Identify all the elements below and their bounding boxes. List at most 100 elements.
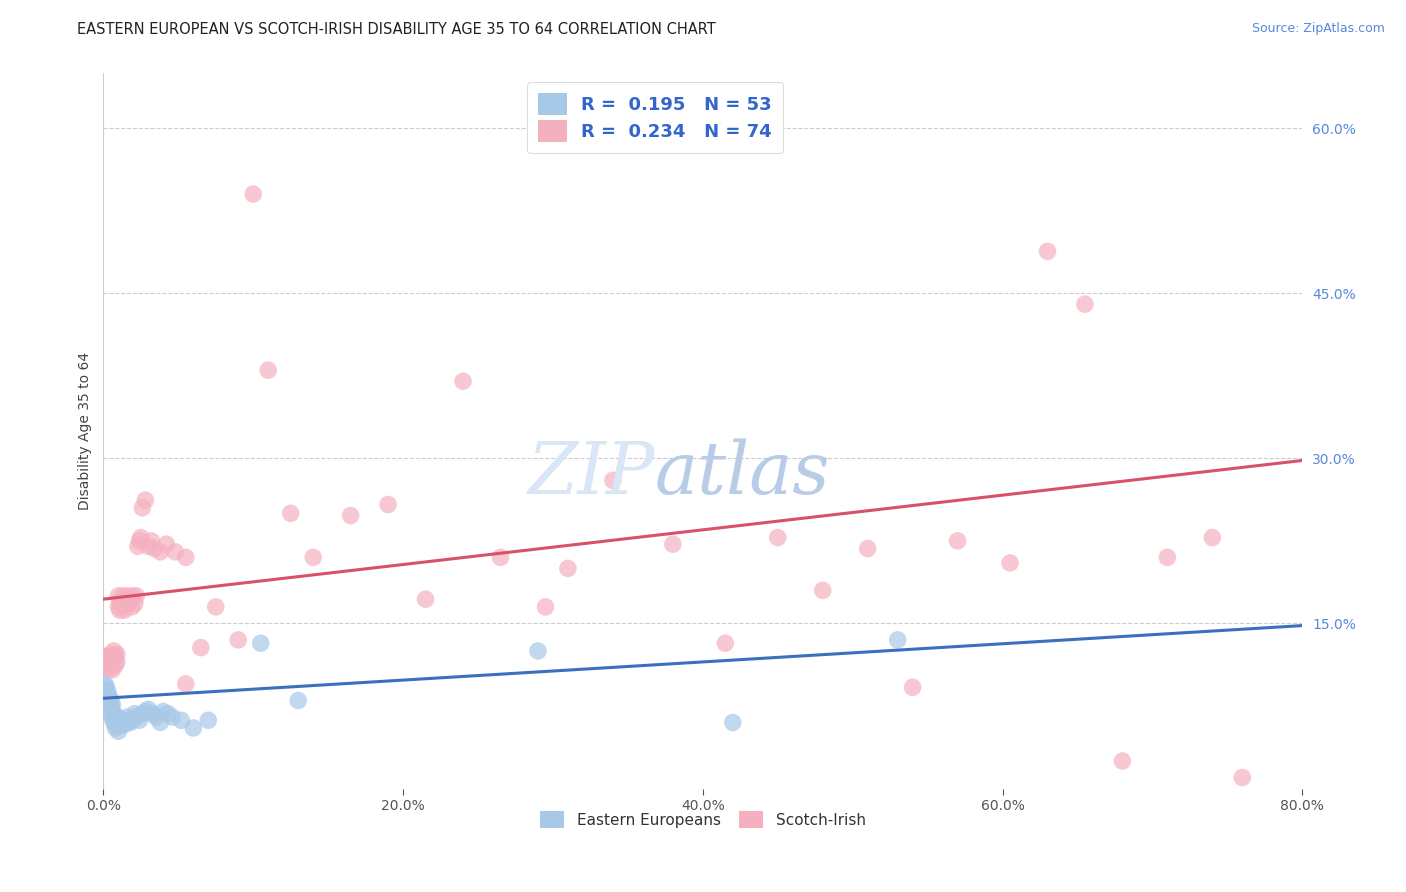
Point (1201, 531, 1223, 545)
Text: EASTERN EUROPEAN VS SCOTCH-IRISH DISABILITY AGE 35 TO 64 CORRELATION CHART: EASTERN EUROPEAN VS SCOTCH-IRISH DISABIL… (77, 22, 716, 37)
Point (249, 636, 271, 650)
Point (377, 498, 399, 512)
Point (105, 710, 128, 724)
Point (143, 541, 166, 556)
Point (108, 603, 131, 617)
Point (105, 717, 128, 731)
Point (152, 705, 174, 719)
Point (122, 589, 145, 603)
Point (287, 693, 309, 707)
Point (998, 556, 1021, 570)
Point (124, 706, 146, 721)
Point (108, 719, 131, 733)
Point (98, 658, 121, 673)
Point (96, 649, 118, 664)
Point (100, 693, 122, 707)
Point (557, 561, 579, 575)
Point (103, 706, 125, 721)
Point (101, 712, 124, 726)
Point (100, 706, 122, 721)
Point (97, 651, 120, 665)
Point (170, 713, 193, 727)
Point (134, 493, 156, 508)
Point (766, 531, 789, 545)
Point (115, 715, 138, 730)
Point (97, 698, 120, 713)
Point (190, 640, 212, 655)
Point (534, 599, 557, 614)
Point (97, 684, 120, 698)
Point (1232, 771, 1254, 785)
Point (96, 693, 118, 707)
Point (415, 592, 437, 607)
Point (155, 537, 177, 551)
Point (602, 473, 624, 487)
Point (103, 715, 125, 730)
Point (856, 541, 879, 556)
Point (100, 655, 122, 669)
Point (117, 589, 139, 603)
Point (165, 545, 187, 559)
Point (96, 680, 118, 694)
Point (149, 545, 172, 559)
Point (125, 710, 148, 724)
Point (1111, 754, 1133, 768)
Point (129, 531, 152, 545)
Point (901, 680, 924, 694)
Point (131, 706, 153, 721)
Point (94, 660, 117, 674)
Point (141, 533, 163, 548)
Point (104, 649, 127, 664)
Y-axis label: Disability Age 35 to 64: Disability Age 35 to 64 (79, 351, 93, 510)
Point (811, 583, 834, 598)
Point (946, 533, 969, 548)
Point (142, 706, 165, 721)
Point (104, 712, 127, 726)
Point (339, 508, 361, 523)
Text: atlas: atlas (655, 439, 831, 509)
Point (107, 724, 129, 739)
Point (110, 597, 132, 611)
Point (280, 506, 302, 520)
Point (714, 636, 737, 650)
Point (101, 663, 124, 677)
Point (527, 644, 550, 658)
Point (721, 715, 744, 730)
Point (1156, 550, 1178, 565)
Point (451, 374, 474, 388)
Point (226, 632, 249, 647)
Point (96, 688, 118, 702)
Point (145, 710, 167, 724)
Point (121, 599, 143, 614)
Legend: Eastern Europeans, Scotch-Irish: Eastern Europeans, Scotch-Irish (534, 805, 872, 835)
Point (197, 713, 219, 727)
Point (94, 677, 117, 691)
Text: Source: ZipAtlas.com: Source: ZipAtlas.com (1251, 22, 1385, 36)
Point (138, 539, 160, 553)
Point (101, 698, 124, 712)
Point (97, 691, 120, 706)
Point (128, 533, 150, 548)
Point (127, 539, 149, 553)
Point (128, 713, 150, 727)
Point (100, 698, 122, 713)
Point (156, 706, 179, 721)
Point (107, 715, 129, 730)
Point (1074, 297, 1097, 311)
Point (101, 705, 124, 719)
Point (98, 702, 121, 716)
Point (104, 658, 127, 673)
Point (134, 705, 156, 719)
Point (886, 632, 908, 647)
Point (117, 710, 139, 724)
Point (107, 599, 129, 614)
Point (96, 655, 118, 669)
Point (115, 594, 138, 608)
Point (97, 663, 120, 677)
Point (107, 589, 129, 603)
Point (118, 597, 141, 611)
Point (489, 550, 512, 565)
Point (124, 597, 146, 611)
Text: ZIP: ZIP (527, 439, 655, 509)
Point (174, 550, 197, 565)
